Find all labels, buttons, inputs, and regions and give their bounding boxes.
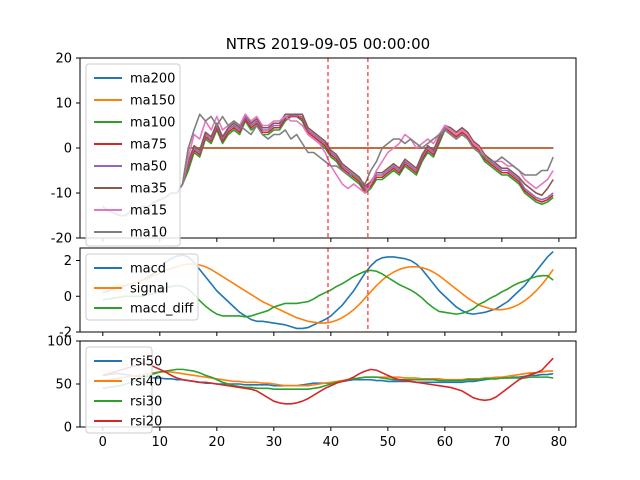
y-tick-label: -20 bbox=[51, 232, 72, 247]
x-tick-label: 0 bbox=[99, 435, 107, 450]
y-tick-label: 10 bbox=[55, 97, 72, 112]
chart-title: NTRS 2019-09-05 00:00:00 bbox=[226, 35, 430, 53]
x-tick-label: 30 bbox=[266, 435, 283, 450]
plot-area bbox=[102, 357, 554, 405]
y-tick-label: 2 bbox=[64, 254, 72, 269]
y-tick-label: 0 bbox=[64, 290, 72, 305]
axes-frame bbox=[79, 247, 577, 333]
chart-panels: -20-1001020ma200ma150ma100ma75ma50ma35ma… bbox=[47, 52, 577, 450]
y-tick-label: 100 bbox=[47, 335, 72, 350]
series-line-rsi40 bbox=[102, 370, 554, 387]
x-tick-label: 60 bbox=[437, 435, 454, 450]
panel-macd: -2 0 2 macd signal macd_diff bbox=[59, 247, 577, 341]
x-tick-label: 80 bbox=[551, 435, 568, 450]
x-tick-label: 50 bbox=[380, 435, 397, 450]
y-tick-label: 20 bbox=[55, 52, 72, 67]
legend-label: rsi20 bbox=[130, 415, 162, 430]
y-tick-label: 50 bbox=[55, 378, 72, 393]
legend-box bbox=[85, 253, 199, 321]
legend-label: ma150 bbox=[130, 94, 175, 109]
legend-label: ma75 bbox=[130, 138, 167, 153]
y-tick-label: -2 bbox=[59, 326, 72, 341]
x-tick-label: 70 bbox=[494, 435, 511, 450]
y-tick-label: 0 bbox=[64, 421, 72, 436]
x-tick-label: 10 bbox=[152, 435, 169, 450]
legend-label: rsi30 bbox=[130, 395, 162, 410]
series-line-rsi20 bbox=[102, 357, 554, 405]
legend-label: rsi50 bbox=[130, 355, 162, 370]
x-tick-label: 40 bbox=[323, 435, 340, 450]
y-tick-label: -10 bbox=[51, 187, 72, 202]
y-tick-label: 0 bbox=[64, 142, 72, 157]
legend-label: ma35 bbox=[130, 182, 167, 197]
legend-label: macd_diff bbox=[130, 302, 194, 317]
legend-label: rsi40 bbox=[130, 375, 162, 390]
legend-label: macd bbox=[130, 262, 166, 277]
legend: ma200 ma150 ma100 ma75 ma50 ma35 ma15 ma10 bbox=[85, 63, 181, 247]
series-line-rsi30 bbox=[102, 368, 554, 390]
legend: macd signal macd_diff bbox=[85, 253, 199, 321]
legend-label: ma10 bbox=[130, 226, 167, 241]
x-tick-label: 20 bbox=[209, 435, 226, 450]
legend-box bbox=[85, 63, 181, 247]
legend-box bbox=[85, 346, 153, 434]
legend-label: ma200 bbox=[130, 72, 175, 87]
legend-label: ma100 bbox=[130, 116, 175, 131]
legend-label: ma15 bbox=[130, 204, 167, 219]
legend-label: signal bbox=[130, 282, 168, 297]
legend-label: ma50 bbox=[130, 160, 167, 175]
legend: rsi50 rsi40 rsi30 rsi20 bbox=[85, 346, 162, 434]
panel-ma: -20-1001020ma200ma150ma100ma75ma50ma35ma… bbox=[51, 52, 577, 247]
